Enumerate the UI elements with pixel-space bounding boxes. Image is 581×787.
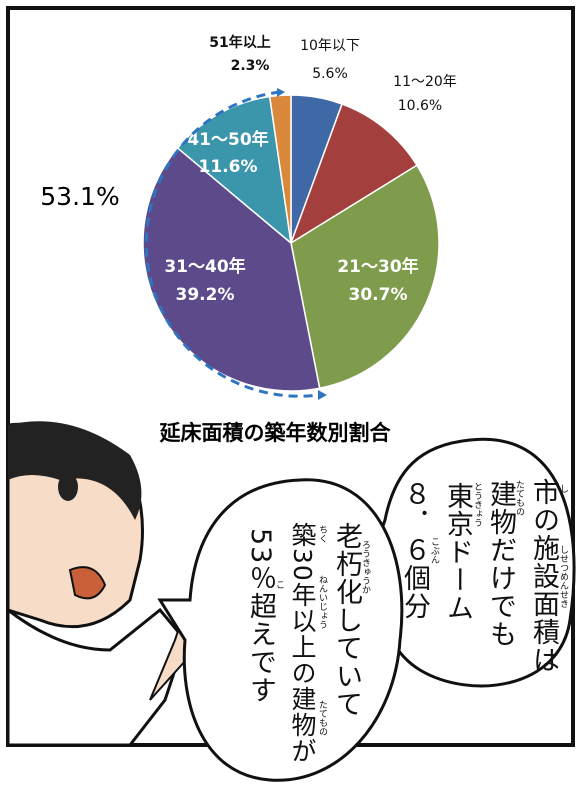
bubble-line: 53％超えです — [245, 528, 276, 705]
furigana: たてもの — [514, 480, 524, 516]
arrow-head — [318, 390, 327, 400]
furigana: し — [558, 484, 568, 493]
bracket-arc — [144, 90, 319, 398]
slice-label: 21～30年 — [337, 256, 418, 277]
value-label: 2.3% — [231, 58, 270, 74]
arrow-head — [277, 88, 285, 97]
value-label: 30.7% — [349, 285, 408, 305]
chart-title: 延床面積の築年数別割合 — [159, 421, 392, 445]
pie-slice — [290, 164, 440, 390]
mouth — [68, 566, 107, 600]
value-label: 39.2% — [176, 285, 235, 305]
furigana: ねんいじょう — [317, 575, 327, 629]
eye — [58, 473, 78, 501]
furigana: こぶん — [429, 537, 439, 564]
furigana: こ — [274, 580, 284, 589]
furigana: たてもの — [317, 700, 327, 736]
slice-label: 41～50年 — [187, 129, 268, 150]
speech-bubble — [157, 478, 404, 782]
slice-label: 51年以上 — [209, 34, 270, 51]
bubble-line: 建物だけでも — [485, 480, 516, 648]
pie-slice — [142, 146, 321, 392]
pie-slice — [268, 94, 292, 244]
furigana: ろうきゅうか — [360, 540, 370, 594]
furigana: しせつめんせき — [558, 545, 568, 608]
body — [6, 606, 187, 747]
bubble-line: 老朽化していて — [331, 522, 362, 718]
bubble-line: 築30年以上の建物が — [288, 522, 317, 764]
hair — [8, 421, 142, 520]
speech-bubble — [374, 437, 576, 688]
slice-label: 10年以下 — [300, 38, 360, 54]
annotation: 53.1% — [40, 182, 119, 211]
pie: 10年以下 5.6% 11～20年 10.6% 21～30年 30.7% 31～40年 39.… — [142, 34, 457, 392]
bubble-line: 市の施設面積は — [528, 478, 559, 674]
slice-label: 11～20年 — [393, 74, 457, 90]
bubble-line: 東京ドーム — [442, 482, 473, 622]
value-label: 10.6% — [398, 98, 442, 114]
furigana: とうきょう — [472, 482, 482, 527]
value-label: 11.6% — [199, 157, 258, 177]
value-label: 5.6% — [312, 66, 348, 82]
pie-slice — [289, 103, 418, 245]
furigana: ちく — [317, 525, 327, 543]
slice-label: 31～40年 — [164, 256, 245, 277]
bubble-line: ８．６個分 — [399, 480, 430, 620]
